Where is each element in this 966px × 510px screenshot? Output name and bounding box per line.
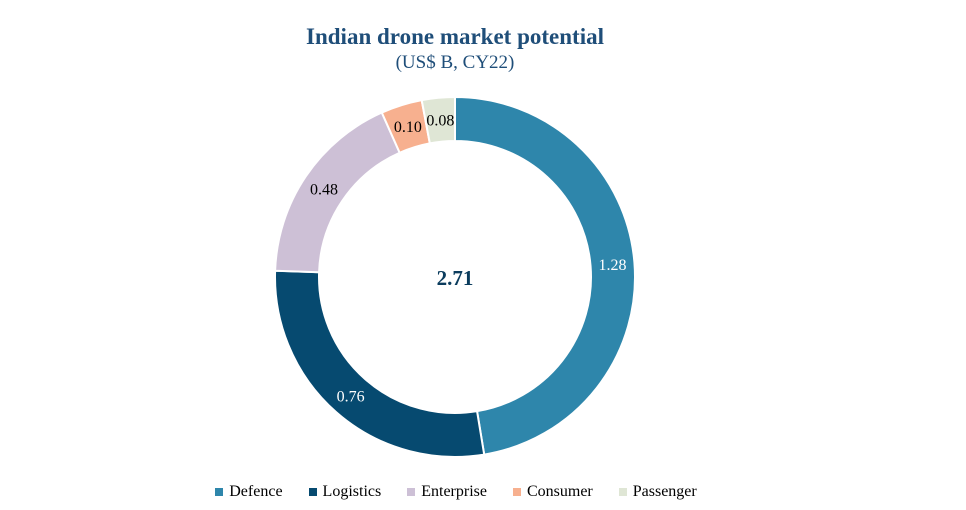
legend-swatch [407, 488, 416, 496]
chart-title: Indian drone market potential [306, 24, 604, 49]
legend-item: Defence [215, 483, 283, 501]
data-label-passenger: 0.08 [426, 113, 454, 130]
data-label-enterprise: 0.48 [310, 182, 338, 199]
data-label-defence: 1.28 [598, 257, 626, 274]
legend-swatch [512, 488, 521, 496]
donut-slice-defence [454, 95, 636, 456]
legend-item: Consumer [512, 483, 593, 501]
donut-slices [274, 95, 636, 458]
donut-chart: 1.28 0.76 0.48 0.10 0.08 2.71 [274, 95, 636, 458]
donut-slice-passenger [420, 95, 456, 145]
legend-item: Logistics [308, 483, 382, 501]
legend-swatch [618, 488, 627, 496]
legend-swatch [215, 488, 224, 496]
legend-label: Consumer [526, 483, 593, 500]
total-label: 2.71 [437, 266, 474, 290]
legend-label: Passenger [632, 483, 697, 500]
legend-swatch [308, 488, 317, 496]
legend-item: Enterprise [407, 483, 487, 501]
legend-label: Enterprise [421, 483, 487, 500]
legend-label: Logistics [322, 483, 382, 500]
chart-subtitle: (US$ B, CY22) [395, 52, 515, 73]
data-label-consumer: 0.10 [394, 119, 422, 136]
donut-labels: 1.28 0.76 0.48 0.10 0.08 [310, 113, 626, 406]
legend-item: Passenger [618, 483, 697, 501]
legend: Defence Logistics Enterprise Consumer Pa… [0, 483, 910, 501]
donut-slice-logistics [274, 269, 486, 458]
legend-label: Defence [229, 483, 283, 500]
data-label-logistics: 0.76 [337, 389, 365, 406]
